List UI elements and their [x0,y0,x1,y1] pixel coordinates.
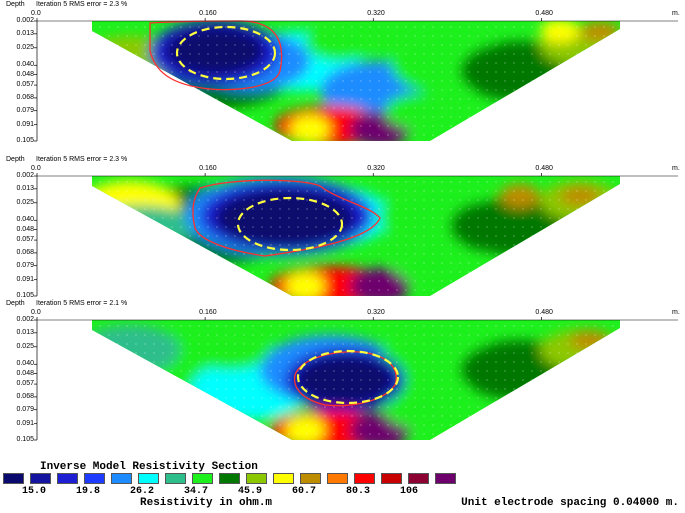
depth-tick-label: 0.048 [16,225,34,233]
legend-swatch [273,473,294,484]
x-unit-label: m. [672,10,680,17]
x-tick-label: 0.320 [367,10,385,17]
depth-tick-label: 0.025 [16,342,34,350]
depth-tick-label: 0.079 [16,405,34,413]
depth-tick-label: 0.057 [16,380,34,388]
electrode-spacing-label: Unit electrode spacing 0.04000 m. [461,497,679,509]
resistivity-section-plot [34,18,678,142]
depth-tick-label: 0.105 [16,292,34,299]
x-unit-label: m. [672,309,680,316]
legend-swatch [3,473,24,484]
depth-tick-label: 0.048 [16,70,34,78]
depth-tick-label: 0.040 [16,360,34,368]
depth-tick-label: 0.002 [16,316,34,323]
legend-swatch [327,473,348,484]
legend-value-label: 106 [400,486,419,497]
legend-swatch [138,473,159,484]
legend-swatch [165,473,186,484]
depth-tick-label: 0.105 [16,436,34,443]
resistivity-section-3: Depth Iteration 5 RMS error = 2.1 % 0.0 0.1… [0,299,685,451]
legend-swatch [111,473,132,484]
x-tick-label: 0.0 [31,165,41,172]
legend-swatch [408,473,429,484]
legend-swatch [354,473,375,484]
x-tick-label: 0.0 [31,10,41,17]
resistivity-section-plot [34,173,678,297]
depth-tick-label: 0.057 [16,81,34,89]
depth-tick-label: 0.013 [16,328,34,336]
depth-tick-label: 0.091 [16,419,34,427]
legend-value-label: 26.2 [130,486,155,497]
x-unit-label: m. [672,165,680,172]
depth-tick-label: 0.105 [16,137,34,144]
legend-value-label: 34.7 [184,486,209,497]
legend-swatch [84,473,105,484]
x-tick-label: 0.160 [199,309,217,316]
target-ellipse [236,196,344,252]
depth-tick-label: 0.091 [16,120,34,128]
iteration-rms-label: Iteration 5 RMS error = 2.3 % [36,156,128,163]
depth-label: Depth [6,300,25,307]
depth-tick-label: 0.040 [16,61,34,69]
legend-value-label: 19.8 [76,486,101,497]
target-ellipse [175,25,277,81]
legend-swatch [30,473,51,484]
legend-value-label: 80.3 [346,486,371,497]
anomaly-boundary [149,20,283,91]
legend-value-label: 45.9 [238,486,263,497]
depth-tick-label: 0.068 [16,248,34,256]
legend-unit-label: Resistivity in ohm.m [140,497,273,509]
resistivity-section-1: Depth Iteration 5 RMS error = 2.3 % 0.0 0.1… [0,0,685,152]
depth-tick-label: 0.013 [16,29,34,37]
depth-tick-label: 0.079 [16,261,34,269]
anomaly-boundary [192,179,381,257]
x-tick-label: 0.160 [199,10,217,17]
x-tick-label: 0.480 [535,10,553,17]
anomaly-boundary [293,351,397,407]
resistivity-section-plot [34,317,678,441]
x-tick-label: 0.480 [535,309,553,316]
x-tick-label: 0.320 [367,309,385,316]
x-tick-label: 0.0 [31,309,41,316]
legend-swatch [57,473,78,484]
iteration-rms-label: Iteration 5 RMS error = 2.1 % [36,300,128,307]
legend-swatch [246,473,267,484]
target-ellipse [296,349,400,405]
depth-tick-label: 0.002 [16,17,34,24]
legend-swatch [381,473,402,484]
depth-tick-label: 0.048 [16,369,34,377]
depth-tick-label: 0.079 [16,106,34,114]
legend-swatch [435,473,456,484]
depth-label: Depth [6,1,25,8]
depth-tick-label: 0.068 [16,93,34,101]
legend-value-label: 60.7 [292,486,317,497]
legend-swatch [219,473,240,484]
depth-tick-label: 0.025 [16,198,34,206]
x-tick-label: 0.160 [199,165,217,172]
depth-tick-label: 0.013 [16,184,34,192]
depth-tick-label: 0.040 [16,216,34,224]
depth-tick-label: 0.002 [16,172,34,179]
depth-label: Depth [6,156,25,163]
legend-title: Inverse Model Resistivity Section [40,461,258,473]
resistivity-section-2: Depth Iteration 5 RMS error = 2.3 % 0.0 0.1… [0,155,685,307]
depth-tick-label: 0.025 [16,43,34,51]
legend-value-label: 15.0 [22,486,47,497]
depth-tick-label: 0.068 [16,392,34,400]
depth-tick-label: 0.057 [16,236,34,244]
iteration-rms-label: Iteration 5 RMS error = 2.3 % [36,1,128,8]
x-tick-label: 0.320 [367,165,385,172]
depth-tick-label: 0.091 [16,275,34,283]
legend-swatch [300,473,321,484]
legend-swatch [192,473,213,484]
x-tick-label: 0.480 [535,165,553,172]
